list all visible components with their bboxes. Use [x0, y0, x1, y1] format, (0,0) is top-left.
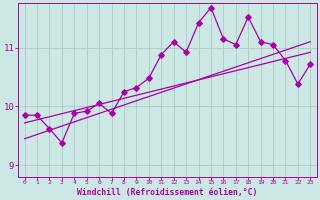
- X-axis label: Windchill (Refroidissement éolien,°C): Windchill (Refroidissement éolien,°C): [77, 188, 258, 197]
